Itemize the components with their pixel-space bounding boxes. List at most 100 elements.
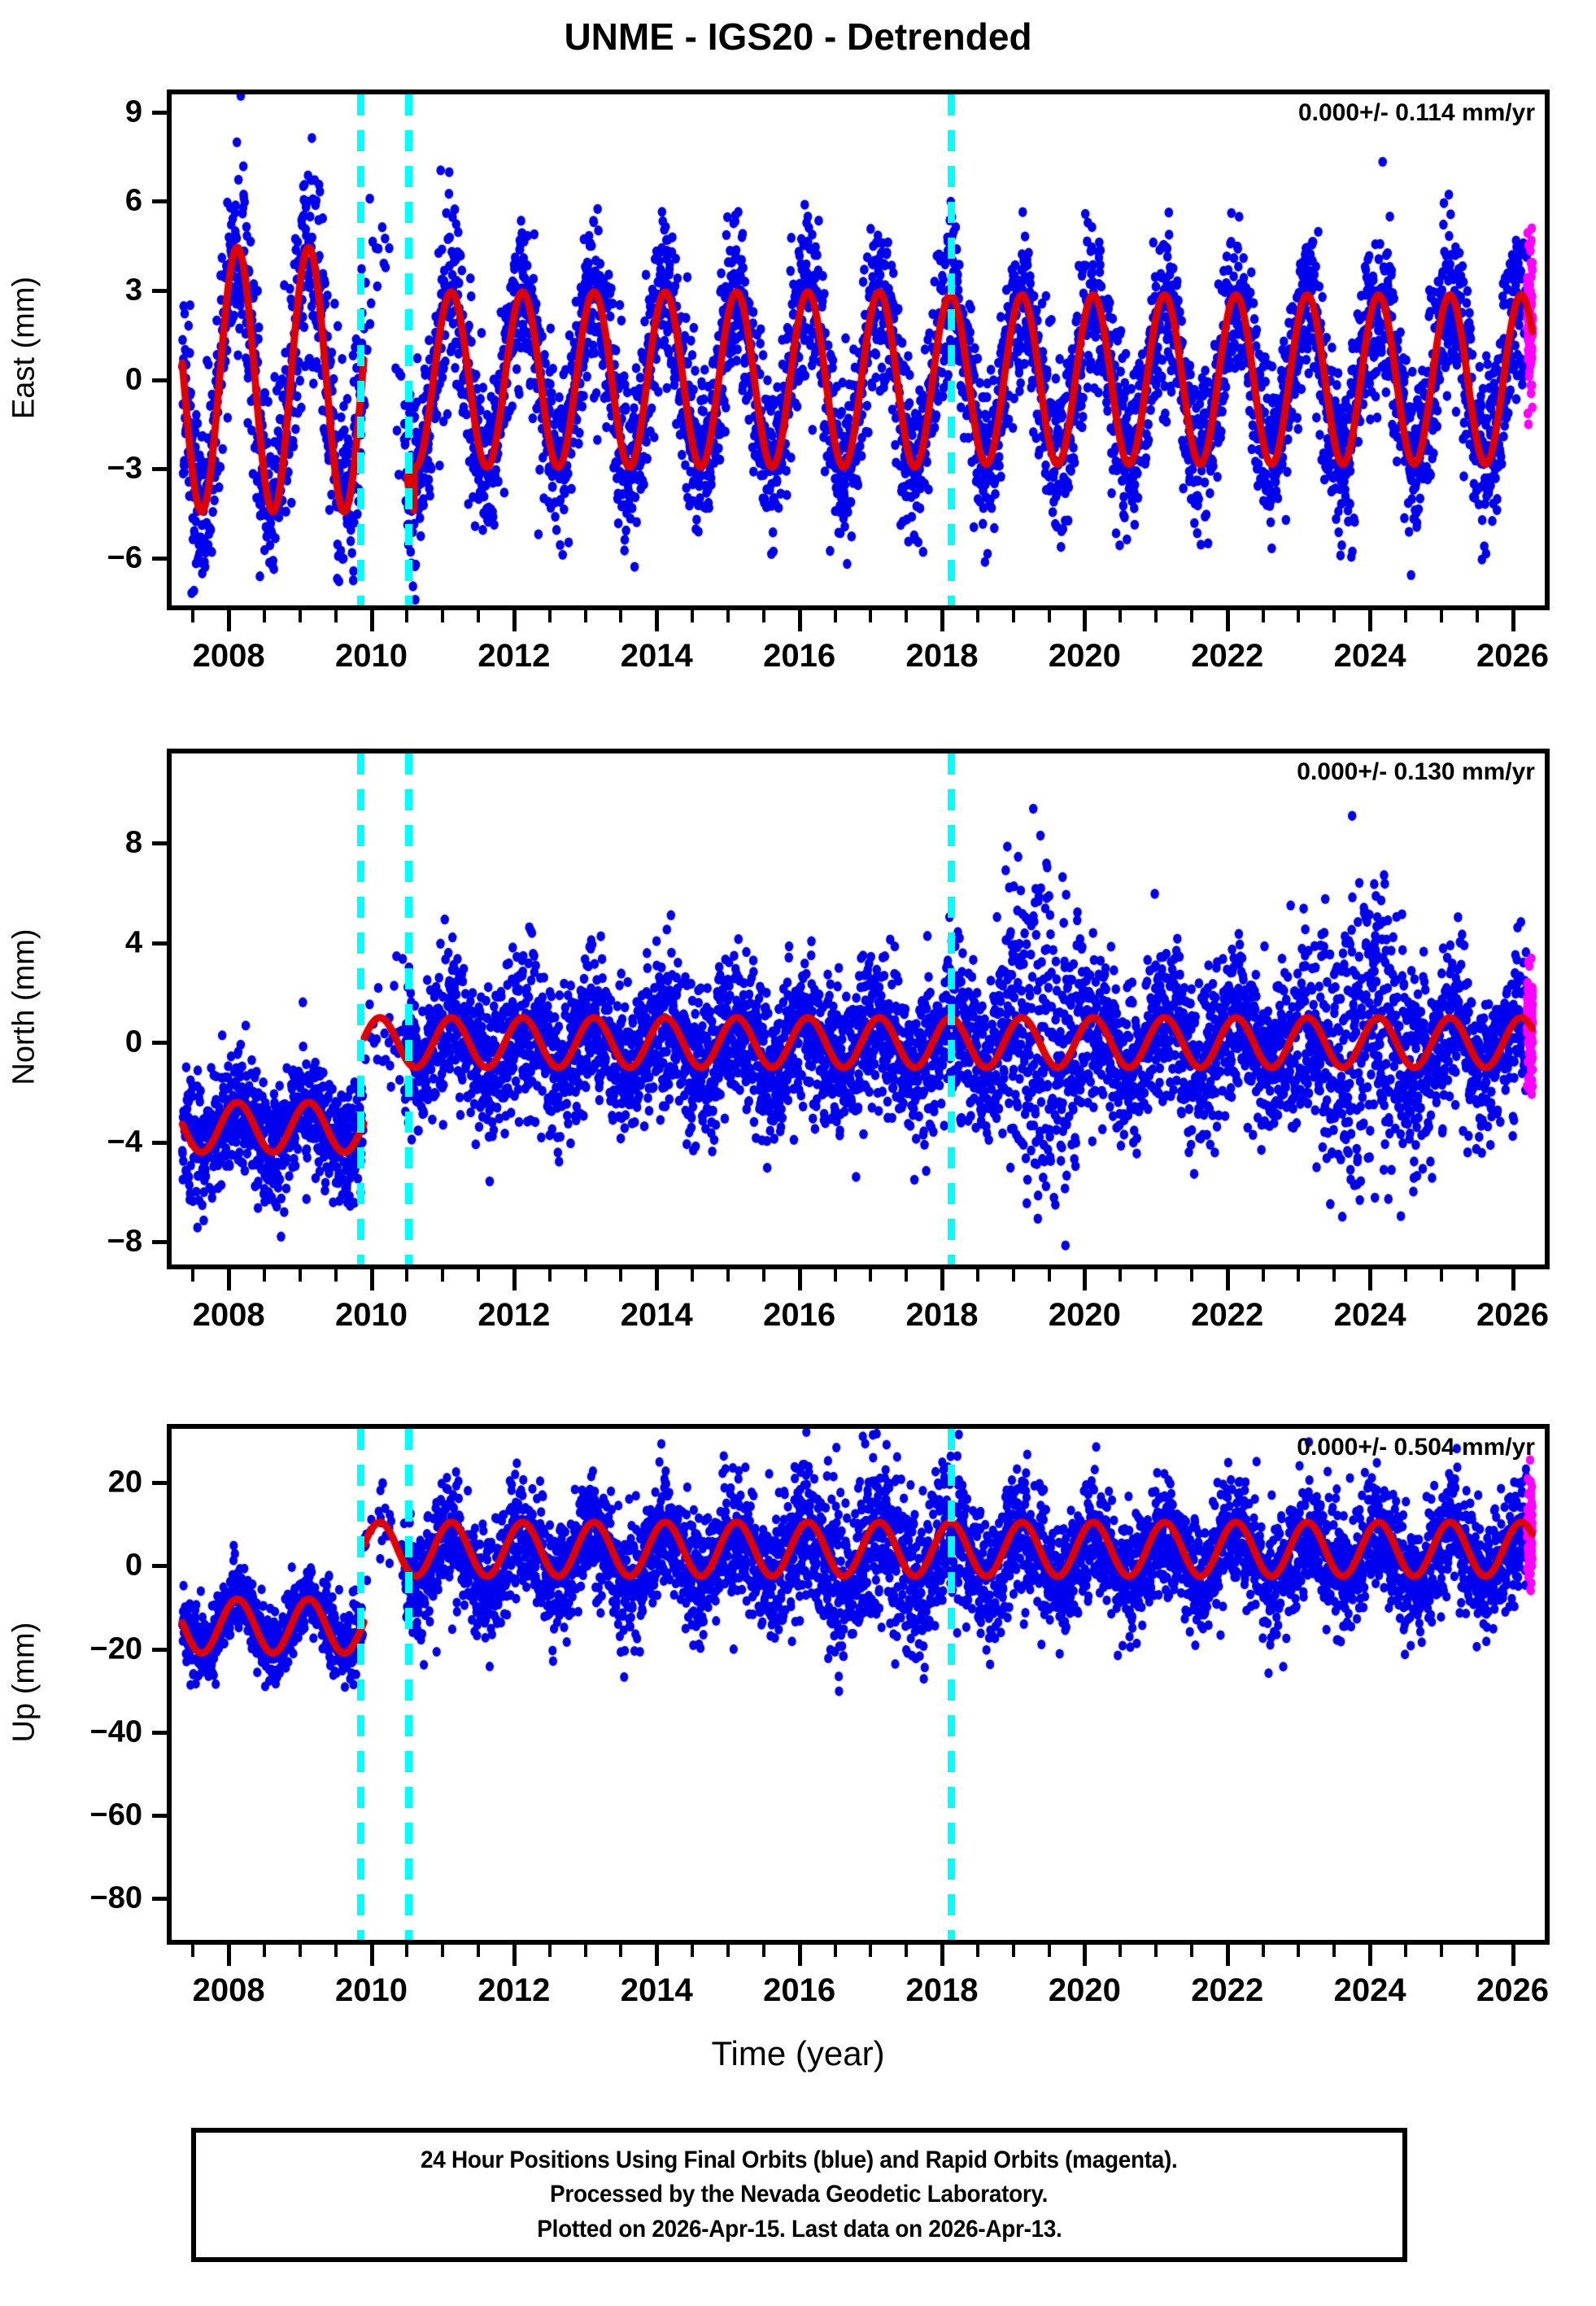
y-tick-mark	[152, 1564, 167, 1569]
y-axis-label: Up (mm)	[7, 1622, 41, 1743]
y-tick-mark	[152, 841, 167, 846]
x-tick-minor	[691, 1945, 695, 1957]
y-tick-mark	[152, 1041, 167, 1046]
x-tick-major	[512, 1945, 517, 1966]
x-tick-minor	[547, 610, 552, 622]
x-tick-minor	[975, 1945, 979, 1957]
panel-east: 0.000+/- 0.114 mm/yr 9 6 3 0 −3 −6 East (mm) 200…	[7, 90, 1550, 674]
x-tick-label: 2014	[620, 638, 693, 674]
x-tick-minor	[1475, 610, 1479, 622]
y-tick-label: 8	[124, 825, 142, 860]
footer-caption-box: 24 Hour Positions Using Final Orbits (bl…	[191, 2128, 1407, 2262]
x-tick-minor	[262, 610, 266, 622]
x-tick-label: 2022	[1191, 638, 1264, 674]
panel-up: 0.000+/- 0.504 mm/yr 20 0 −20 −40 −60 −80 Up (m…	[7, 1424, 1550, 2008]
x-tick-minor	[191, 1269, 195, 1282]
x-tick-major	[940, 1269, 945, 1291]
event-line-0	[357, 753, 365, 1264]
x-tick-minor	[869, 610, 873, 622]
x-tick-minor	[583, 610, 587, 622]
y-tick-label: −4	[107, 1125, 142, 1160]
x-tick-major	[655, 610, 660, 631]
x-tick-minor	[334, 1269, 338, 1282]
x-tick-minor	[477, 1945, 481, 1957]
page-title: UNME - IGS20 - Detrended	[564, 15, 1032, 58]
x-tick-minor	[975, 1269, 979, 1282]
x-tick-minor	[1439, 1945, 1443, 1957]
x-tick-major	[1511, 1269, 1515, 1291]
x-tick-minor	[726, 1945, 730, 1957]
y-tick-label: 6	[124, 183, 142, 218]
x-tick-major	[227, 610, 232, 631]
x-tick-label: 2010	[335, 638, 408, 674]
x-tick-minor	[869, 1269, 873, 1282]
y-tick-label: 0	[124, 1548, 142, 1583]
x-tick-label: 2008	[192, 1297, 265, 1333]
x-tick-major	[655, 1269, 660, 1291]
y-tick-label: 0	[124, 1024, 142, 1059]
x-tick-minor	[1404, 610, 1407, 622]
x-tick-minor	[691, 1269, 695, 1282]
x-tick-minor	[1404, 1269, 1407, 1282]
x-tick-major	[797, 610, 802, 631]
x-tick-minor	[691, 610, 695, 622]
x-tick-minor	[1261, 1269, 1265, 1282]
x-tick-major	[1225, 610, 1230, 631]
x-tick-label: 2016	[763, 1972, 836, 2008]
x-tick-major	[1225, 1945, 1230, 1966]
x-tick-minor	[761, 1945, 765, 1957]
panel-north: 0.000+/- 0.130 mm/yr 8 4 0 −4 −8 North (mm) 200…	[7, 749, 1550, 1333]
x-tick-minor	[1332, 1269, 1337, 1282]
x-tick-major	[1225, 1269, 1230, 1291]
x-tick-label: 2022	[1191, 1297, 1264, 1333]
x-tick-minor	[1297, 1269, 1301, 1282]
x-tick-label: 2010	[335, 1972, 408, 2008]
x-tick-label: 2020	[1048, 638, 1121, 674]
x-tick-minor	[1047, 610, 1051, 622]
x-tick-minor	[1261, 1945, 1265, 1957]
data-plot-canvas	[172, 1429, 1545, 1940]
x-tick-minor	[1475, 1945, 1479, 1957]
x-tick-major	[797, 1945, 802, 1966]
x-tick-minor	[1189, 610, 1193, 622]
x-tick-label: 2012	[477, 1972, 551, 2008]
x-tick-minor	[405, 1945, 409, 1957]
rate-annotation: 0.000+/- 0.114 mm/yr	[1297, 99, 1535, 126]
x-tick-minor	[1439, 610, 1443, 622]
x-tick-minor	[726, 610, 730, 622]
x-tick-minor	[1011, 610, 1015, 622]
x-tick-label: 2018	[905, 1972, 979, 2008]
data-plot-canvas	[172, 753, 1545, 1264]
y-tick-mark	[152, 1730, 167, 1735]
footer-line-processor: Processed by the Nevada Geodetic Laborat…	[550, 2181, 1049, 2208]
x-tick-major	[1083, 1269, 1088, 1291]
y-tick-label: 20	[107, 1465, 142, 1500]
y-tick-mark	[152, 1813, 167, 1818]
y-tick-mark	[152, 1647, 167, 1652]
x-tick-label: 2010	[335, 1297, 408, 1333]
event-line-2	[947, 94, 955, 605]
y-tick-mark	[152, 1140, 167, 1145]
y-axis-label: East (mm)	[7, 276, 41, 420]
x-tick-minor	[1332, 1945, 1337, 1957]
x-tick-minor	[583, 1269, 587, 1282]
y-tick-label: −6	[107, 540, 142, 575]
footer-line-orbits: 24 Hour Positions Using Final Orbits (bl…	[421, 2146, 1178, 2173]
x-tick-minor	[298, 610, 302, 622]
event-line-1	[405, 94, 413, 605]
x-tick-label: 2022	[1191, 1972, 1264, 2008]
x-tick-minor	[975, 610, 979, 622]
x-tick-major	[1083, 610, 1088, 631]
rate-annotation: 0.000+/- 0.130 mm/yr	[1297, 758, 1535, 785]
y-tick-label: −3	[107, 451, 142, 486]
x-tick-major	[512, 610, 517, 631]
x-tick-minor	[1011, 1269, 1015, 1282]
y-tick-mark	[152, 1481, 167, 1486]
x-tick-minor	[1189, 1269, 1193, 1282]
x-tick-label: 2018	[905, 1297, 979, 1333]
x-tick-minor	[477, 1269, 481, 1282]
x-tick-label: 2014	[620, 1297, 693, 1333]
x-tick-minor	[869, 1945, 873, 1957]
y-tick-mark	[152, 941, 167, 946]
